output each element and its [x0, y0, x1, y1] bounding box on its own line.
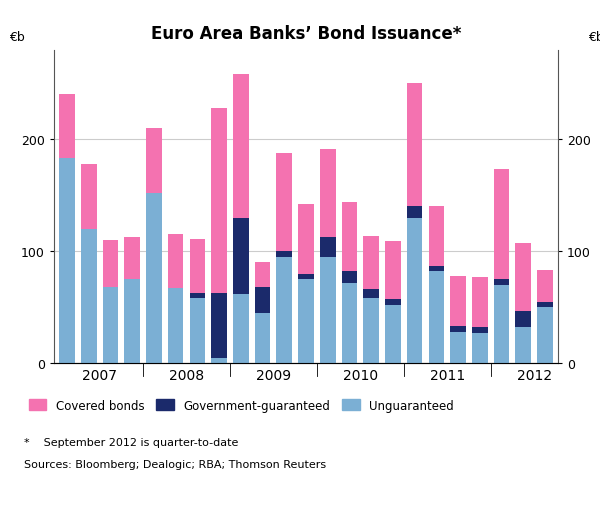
Bar: [233, 294, 248, 364]
Bar: [472, 328, 488, 333]
Bar: [537, 302, 553, 308]
Bar: [407, 207, 422, 218]
Bar: [320, 237, 335, 258]
Bar: [211, 109, 227, 293]
Bar: [341, 203, 357, 272]
Bar: [168, 235, 184, 289]
Bar: [537, 271, 553, 302]
Bar: [211, 358, 227, 364]
Bar: [450, 332, 466, 364]
Bar: [190, 299, 205, 364]
Bar: [277, 252, 292, 258]
Text: Sources: Bloomberg; Dealogic; RBA; Thomson Reuters: Sources: Bloomberg; Dealogic; RBA; Thoms…: [24, 460, 326, 470]
Bar: [450, 327, 466, 332]
Bar: [320, 150, 335, 237]
Bar: [298, 274, 314, 280]
Bar: [537, 308, 553, 364]
Bar: [190, 293, 205, 299]
Text: *    September 2012 is quarter-to-date: * September 2012 is quarter-to-date: [24, 437, 238, 447]
Bar: [103, 240, 118, 287]
Bar: [428, 272, 444, 364]
Bar: [494, 280, 509, 285]
Bar: [407, 218, 422, 364]
Bar: [494, 170, 509, 280]
Bar: [472, 277, 488, 328]
Bar: [341, 272, 357, 283]
Title: Euro Area Banks’ Bond Issuance*: Euro Area Banks’ Bond Issuance*: [151, 25, 461, 43]
Bar: [450, 276, 466, 327]
Bar: [81, 229, 97, 364]
Bar: [364, 290, 379, 299]
Bar: [277, 154, 292, 252]
Bar: [81, 165, 97, 229]
Bar: [472, 333, 488, 364]
Bar: [211, 293, 227, 358]
Bar: [124, 280, 140, 364]
Bar: [146, 193, 162, 364]
Bar: [515, 328, 531, 364]
Text: €b: €b: [8, 31, 25, 44]
Bar: [255, 287, 271, 313]
Bar: [255, 263, 271, 287]
Bar: [233, 218, 248, 294]
Bar: [298, 280, 314, 364]
Bar: [385, 300, 401, 306]
Bar: [146, 129, 162, 193]
Bar: [103, 287, 118, 364]
Bar: [168, 289, 184, 364]
Text: €b: €b: [587, 31, 600, 44]
Bar: [341, 283, 357, 364]
Bar: [428, 266, 444, 272]
Bar: [59, 159, 75, 364]
Bar: [515, 311, 531, 328]
Bar: [298, 205, 314, 274]
Bar: [494, 285, 509, 364]
Bar: [515, 244, 531, 311]
Bar: [190, 239, 205, 293]
Legend: Covered bonds, Government-guaranteed, Unguaranteed: Covered bonds, Government-guaranteed, Un…: [24, 394, 459, 417]
Bar: [428, 207, 444, 266]
Bar: [59, 95, 75, 159]
Bar: [385, 306, 401, 364]
Bar: [385, 242, 401, 300]
Bar: [320, 258, 335, 364]
Bar: [255, 313, 271, 364]
Bar: [277, 258, 292, 364]
Bar: [124, 237, 140, 280]
Bar: [364, 236, 379, 290]
Bar: [364, 299, 379, 364]
Bar: [407, 84, 422, 207]
Bar: [233, 75, 248, 218]
